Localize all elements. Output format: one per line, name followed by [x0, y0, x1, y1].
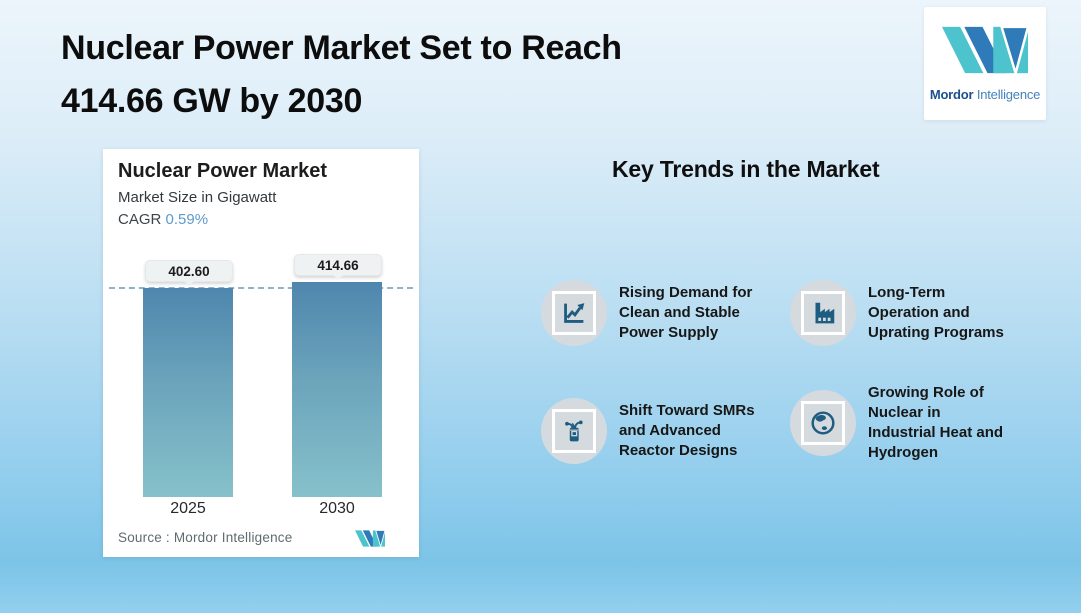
source-text: Source : Mordor Intelligence [118, 530, 293, 545]
factory-icon [790, 280, 856, 346]
chart-card: Nuclear Power Market Market Size in Giga… [103, 149, 419, 557]
brand-name-bold: Mordor [929, 86, 974, 102]
baseline-dashed-line [109, 287, 413, 289]
trend-item-industrial-heat: Growing Role of Nuclear in Industrial He… [790, 383, 1053, 463]
globe-icon [790, 390, 856, 456]
bar-2025 [143, 288, 233, 497]
brand-name-light: Intelligence [976, 86, 1041, 102]
reactor-icon [541, 398, 607, 464]
cagr-label: CAGR [118, 211, 162, 228]
mordor-intelligence-mark-small-icon [355, 529, 386, 552]
trend-label: Long-Term Operation and Uprating Program… [868, 284, 1004, 341]
value-pill-2025: 402.60 [145, 260, 233, 286]
value-pill-2030: 414.66 [294, 254, 382, 280]
brand-name: Mordor Intelligence [929, 86, 1041, 102]
chart-title: Nuclear Power Market [118, 160, 327, 182]
trend-label: Rising Demand for Clean and Stable Power… [619, 284, 753, 341]
brand-logo: Mordor Intelligence [924, 7, 1046, 120]
axis-label-2025: 2025 [170, 500, 206, 517]
axis-label-2030: 2030 [319, 500, 355, 517]
mordor-intelligence-mark-icon [941, 25, 1030, 79]
page-title: Nuclear Power Market Set to Reach 414.66… [61, 29, 622, 120]
trend-item-smr-designs: Shift Toward SMRs and Advanced Reactor D… [541, 398, 804, 464]
trends-heading: Key Trends in the Market [612, 156, 880, 182]
trend-item-clean-power: Rising Demand for Clean and Stable Power… [541, 280, 804, 346]
line-chart-icon [541, 280, 607, 346]
cagr-value: 0.59% [165, 211, 209, 228]
chart-subtitle: Market Size in Gigawatt [118, 189, 277, 206]
trend-label: Shift Toward SMRs and Advanced Reactor D… [619, 402, 755, 459]
trend-label: Growing Role of Nuclear in Industrial He… [868, 384, 1004, 461]
chart-cagr: CAGR 0.59% [118, 211, 208, 228]
trend-item-long-term-operation: Long-Term Operation and Uprating Program… [790, 280, 1053, 346]
bar-2030 [292, 282, 382, 497]
